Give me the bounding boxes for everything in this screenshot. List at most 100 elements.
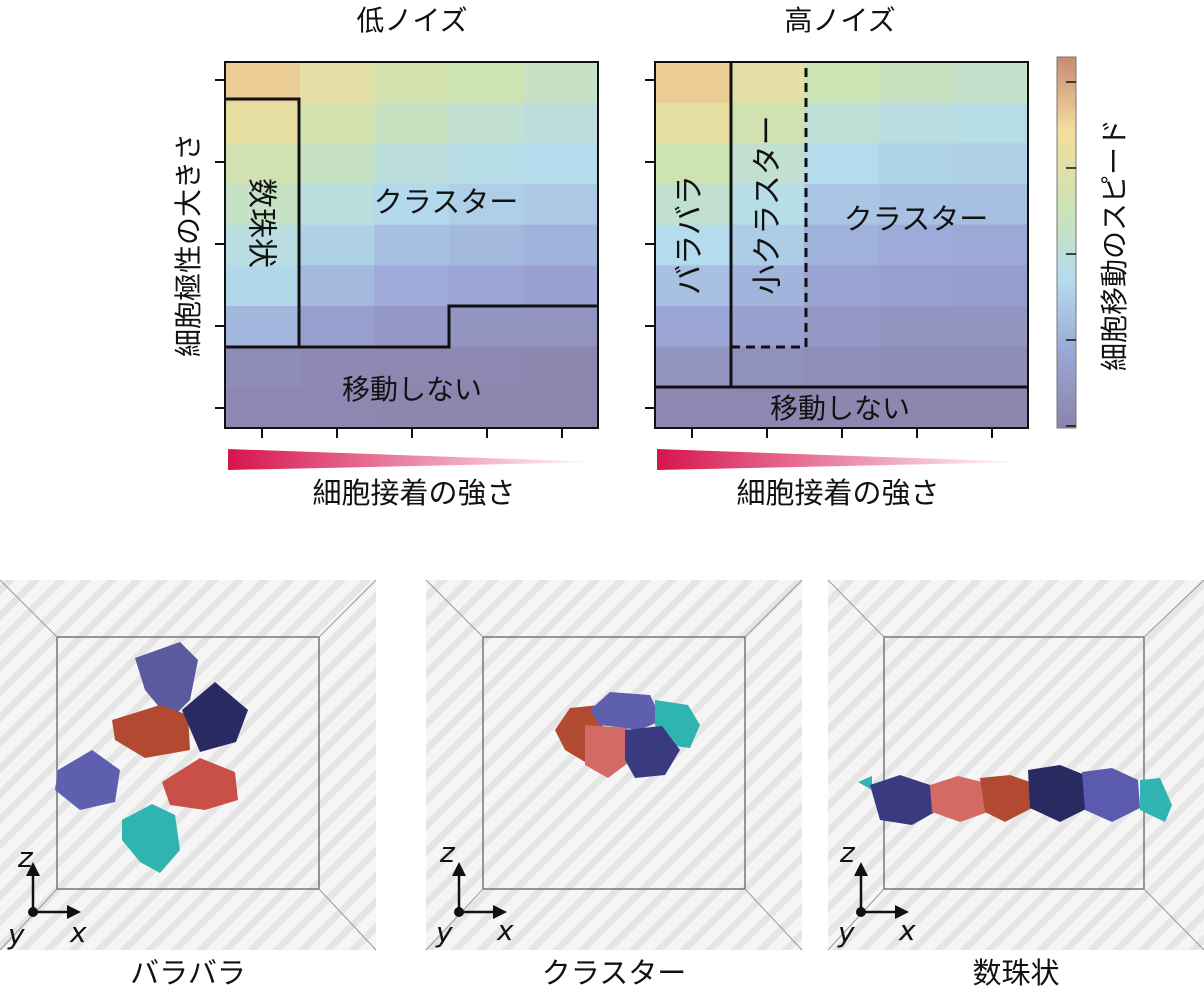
axis-label-x: x <box>496 914 514 947</box>
heatmap-cell <box>953 387 1029 429</box>
cell-teal <box>122 804 180 873</box>
cell-blue <box>135 642 198 720</box>
heatmap-cell <box>878 387 954 429</box>
axis-label-y: y <box>7 918 25 951</box>
axis-label-y: y <box>435 916 453 949</box>
heatmap-cell <box>299 62 375 104</box>
cell-blue <box>55 750 120 810</box>
heatmap-cell <box>655 265 731 307</box>
heatmap-cell <box>374 62 450 104</box>
panel-title: 低ノイズ <box>356 4 467 37</box>
heatmap-cell <box>729 184 805 226</box>
heatmap-cell <box>374 184 450 226</box>
cell-red <box>585 725 632 778</box>
heatmap-cell <box>523 224 599 266</box>
heatmap-cell <box>225 184 301 226</box>
snapshot-caption: クラスター <box>542 956 686 990</box>
heatmap-cell <box>878 346 954 388</box>
axis-label-x: x <box>69 916 87 949</box>
heatmap-high-noise: 高ノイズ バラバラ 小クラスター クラスター 移動しない 細胞接着の強さ <box>645 4 1029 510</box>
heatmap-cell <box>448 102 524 144</box>
heatmap-cell <box>878 143 954 185</box>
cell-red <box>980 775 1032 822</box>
axis-label-z: z <box>839 836 856 869</box>
heatmap-cell <box>448 306 524 348</box>
heatmap-cell <box>729 346 805 388</box>
cell-navy <box>625 726 680 778</box>
axis-indicator: z y x <box>837 836 916 949</box>
heatmap-cell <box>374 346 450 388</box>
heatmap-cell <box>374 143 450 185</box>
colorbar-ticks <box>1066 81 1076 427</box>
heatmap-cell <box>878 184 954 226</box>
heatmap-cell <box>299 387 375 429</box>
heatmap-cells <box>225 62 599 429</box>
heatmap-cell <box>804 143 880 185</box>
adhesion-gradient-arrow <box>657 449 1026 470</box>
heatmap-cell <box>953 265 1029 307</box>
heatmap-cell <box>655 387 731 429</box>
heatmap-cell <box>225 102 301 144</box>
heatmap-cell <box>655 102 731 144</box>
heatmap-cell <box>953 346 1029 388</box>
heatmap-cell <box>804 346 880 388</box>
colorbar-gradient <box>1056 56 1077 429</box>
cell-navy <box>1028 765 1088 822</box>
snapshot-caption: バラバラ <box>130 956 246 990</box>
heatmap-cell <box>804 102 880 144</box>
heatmap-cell <box>953 224 1029 266</box>
heatmap-cell <box>953 143 1029 185</box>
heatmap-cell <box>729 102 805 144</box>
colorbar-label: 細胞移動のスピード <box>1098 119 1131 371</box>
region-label-scattered: バラバラ <box>673 175 708 295</box>
heatmap-low-noise: 低ノイズ 細胞極性の大きさ 数珠状 クラスター 移動しない 細胞接着の強さ <box>172 4 600 510</box>
heatmap-cell <box>729 62 805 104</box>
heatmap-cell <box>878 62 954 104</box>
snapshot-cluster: z y x クラスター <box>425 579 803 990</box>
heatmap-cell <box>523 306 599 348</box>
heatmap-cell <box>299 306 375 348</box>
heatmap-cells <box>655 62 1029 429</box>
region-border-immobile <box>225 304 598 349</box>
perspective-lines <box>827 579 1204 951</box>
region-label-beaded: 数珠状 <box>244 178 279 268</box>
heatmap-cell <box>804 306 880 348</box>
cell-navy <box>182 682 248 752</box>
region-label-cluster: クラスター <box>374 185 518 219</box>
heatmap-cell <box>804 224 880 266</box>
heatmap-cell <box>655 346 731 388</box>
region-border-small-cluster <box>731 62 808 349</box>
heatmap-cell <box>299 265 375 307</box>
heatmap-cell <box>729 265 805 307</box>
cell-blue <box>1082 768 1140 822</box>
heatmap-cell <box>655 184 731 226</box>
heatmap-cell <box>655 224 731 266</box>
heatmap-cell <box>225 143 301 185</box>
y-ticks <box>645 79 655 409</box>
heatmap-cell <box>448 224 524 266</box>
heatmap-cell <box>729 143 805 185</box>
heatmap-cell <box>299 143 375 185</box>
heatmap-cell <box>225 224 301 266</box>
region-label-cluster: クラスター <box>844 202 988 236</box>
heatmap-cell <box>225 306 301 348</box>
heatmap-cell <box>953 102 1029 144</box>
heatmap-cell <box>878 102 954 144</box>
heatmap-cell <box>299 346 375 388</box>
heatmap-cell <box>655 306 731 348</box>
heatmap-cell <box>225 346 301 388</box>
axis-label-z: z <box>17 841 34 874</box>
heatmap-cell <box>953 62 1029 104</box>
region-label-small-cluster: 小クラスター <box>751 115 786 294</box>
heatmap-cell <box>953 184 1029 226</box>
heatmap-cell <box>448 265 524 307</box>
heatmap-cell <box>299 184 375 226</box>
heatmap-cell <box>729 306 805 348</box>
inner-frame <box>482 636 746 890</box>
x-ticks <box>691 428 993 438</box>
adhesion-gradient-arrow <box>228 449 600 470</box>
perspective-lines <box>425 579 803 951</box>
heatmap-cell <box>225 62 301 104</box>
heatmap-cell <box>804 62 880 104</box>
heatmap-cell <box>729 224 805 266</box>
